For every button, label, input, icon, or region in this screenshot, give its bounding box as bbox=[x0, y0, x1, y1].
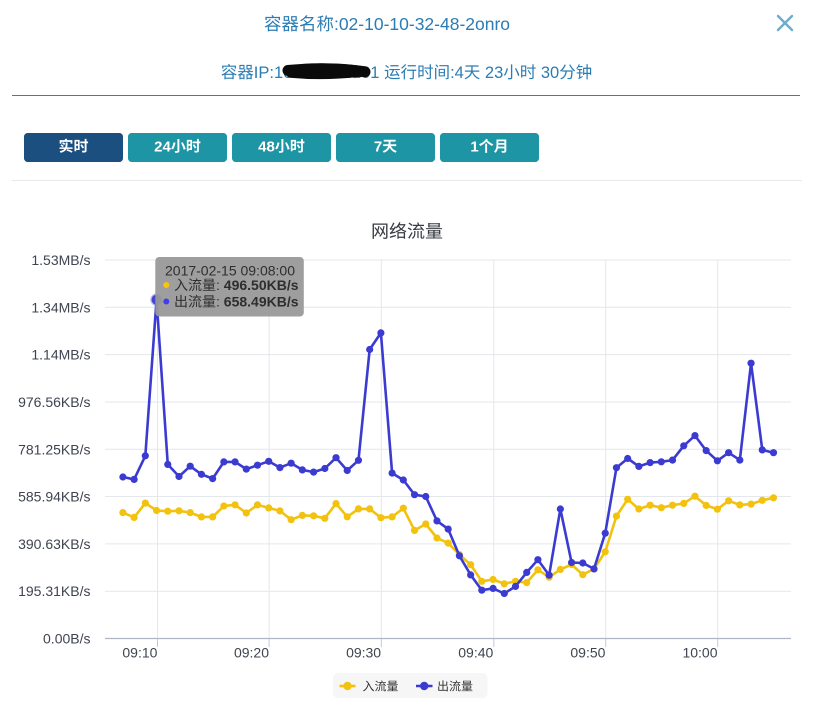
svg-text:1.14MB/s: 1.14MB/s bbox=[31, 347, 90, 363]
svg-text:: 658.49KB/s: : 658.49KB/s bbox=[216, 294, 299, 310]
svg-text:585.94KB/s: 585.94KB/s bbox=[18, 489, 90, 505]
svg-text:24: 24 bbox=[154, 139, 171, 156]
svg-text:30: 30 bbox=[541, 64, 559, 82]
svg-text:09:20: 09:20 bbox=[234, 645, 269, 661]
svg-text:48: 48 bbox=[258, 139, 275, 156]
svg-text:195.31KB/s: 195.31KB/s bbox=[18, 583, 90, 599]
svg-text:7: 7 bbox=[374, 139, 382, 156]
svg-text::02-10-10-32-48-2onro: :02-10-10-32-48-2onro bbox=[334, 14, 510, 34]
svg-text:: 496.50KB/s: : 496.50KB/s bbox=[216, 277, 299, 293]
svg-text:1.34MB/s: 1.34MB/s bbox=[31, 299, 90, 315]
svg-text:2017-02-15 09:08:00: 2017-02-15 09:08:00 bbox=[165, 263, 295, 279]
svg-text::4: :4 bbox=[450, 64, 464, 82]
svg-text:10:00: 10:00 bbox=[682, 645, 717, 661]
svg-text:09:50: 09:50 bbox=[570, 645, 605, 661]
svg-text:09:10: 09:10 bbox=[122, 645, 157, 661]
svg-text:09:30: 09:30 bbox=[346, 645, 381, 661]
svg-text:23: 23 bbox=[485, 64, 503, 82]
svg-text:1.53MB/s: 1.53MB/s bbox=[31, 252, 90, 268]
svg-text:09:40: 09:40 bbox=[458, 645, 493, 661]
svg-text:976.56KB/s: 976.56KB/s bbox=[18, 394, 90, 410]
svg-text:0.00B/s: 0.00B/s bbox=[43, 631, 90, 647]
svg-text:1: 1 bbox=[470, 139, 478, 156]
svg-text:781.25KB/s: 781.25KB/s bbox=[18, 441, 90, 457]
svg-text:390.63KB/s: 390.63KB/s bbox=[18, 536, 90, 552]
